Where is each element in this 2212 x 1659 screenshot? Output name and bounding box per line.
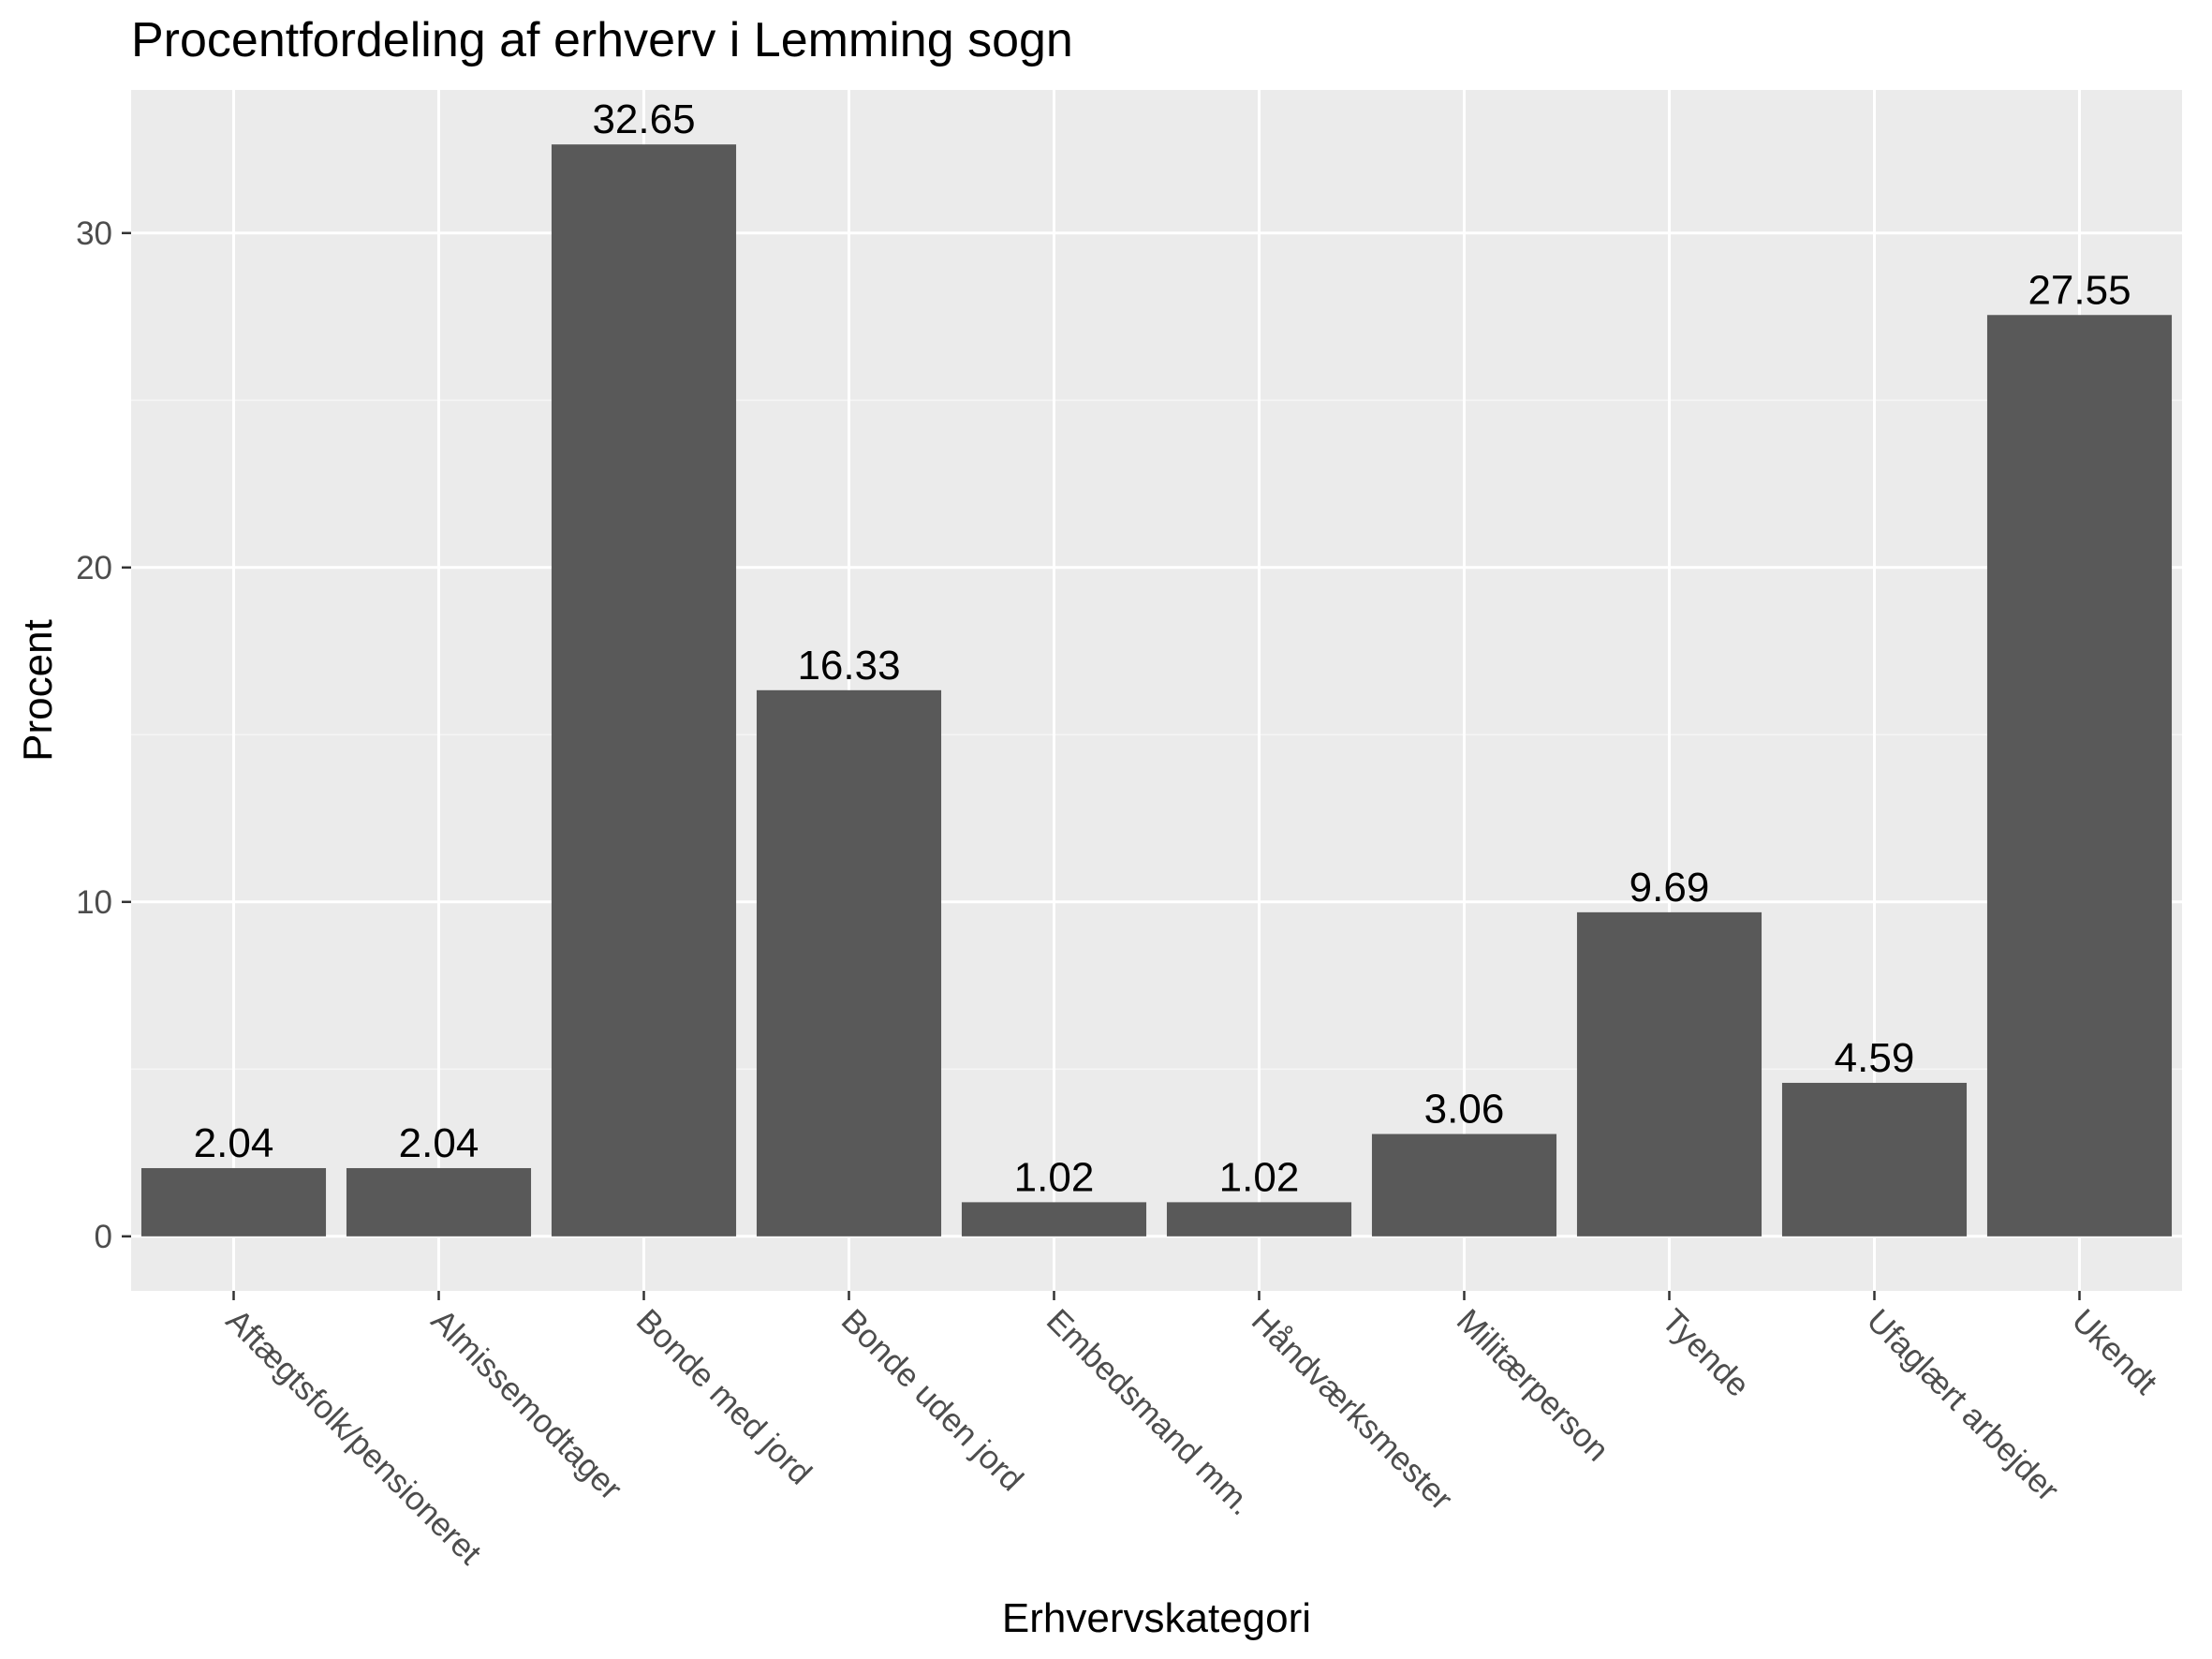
bar-value-label: 16.33 — [797, 643, 900, 689]
x-tick-label: Bonde med jord — [629, 1302, 818, 1491]
bars — [140, 144, 2173, 1237]
bar — [1576, 911, 1762, 1237]
x-tick-label: Ufaglært arbejder — [1860, 1302, 2066, 1508]
bar — [756, 689, 942, 1237]
bar — [551, 144, 737, 1237]
bar-value-label: 2.04 — [399, 1120, 479, 1166]
bar-value-label: 1.02 — [1014, 1154, 1095, 1200]
y-tick-label: 30 — [76, 215, 112, 252]
x-tick-label: Embedsmand mm. — [1040, 1302, 1260, 1522]
bar-value-label: 1.02 — [1219, 1154, 1300, 1200]
x-axis-title: Erhvervskategori — [1002, 1595, 1311, 1641]
bar-value-label: 9.69 — [1630, 865, 1710, 911]
data-labels: 2.04 2.04 32.65 16.33 1.02 1.02 3.06 9.69 4.59 27… — [194, 96, 2131, 1200]
y-tick-label: 0 — [95, 1219, 112, 1255]
bar — [1986, 315, 2173, 1237]
bar-value-label: 4.59 — [1835, 1035, 1915, 1081]
bar — [1371, 1133, 1557, 1237]
bar-value-label: 32.65 — [592, 96, 695, 142]
y-tick-label: 10 — [76, 884, 112, 921]
bar-value-label: 27.55 — [2028, 267, 2131, 313]
chart-title: Procentfordeling af erhverv i Lemming so… — [131, 13, 1073, 67]
y-axis: 0 10 20 30 — [76, 215, 131, 1255]
x-tick-label: Ukendt — [2065, 1302, 2164, 1401]
x-tick-label: Bonde uden jord — [834, 1302, 1030, 1498]
bar — [1781, 1082, 1968, 1237]
y-axis-title: Procent — [15, 619, 61, 762]
bar — [140, 1167, 327, 1237]
bar — [1166, 1202, 1352, 1237]
y-tick-label: 20 — [76, 550, 112, 586]
bar-value-label: 3.06 — [1424, 1087, 1505, 1133]
x-tick-label: Militærperson — [1450, 1302, 1615, 1468]
bar — [961, 1202, 1147, 1237]
x-tick-label: Håndværksmester — [1245, 1302, 1460, 1518]
x-tick-label: Tyende — [1655, 1302, 1757, 1404]
minor-gridlines — [131, 399, 2182, 1071]
bar — [346, 1167, 532, 1237]
x-tick-label: Almissemodtager — [424, 1302, 629, 1507]
bar-value-label: 2.04 — [194, 1120, 274, 1166]
